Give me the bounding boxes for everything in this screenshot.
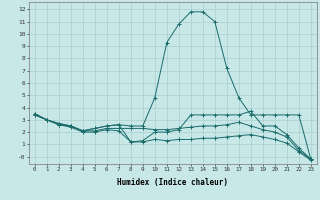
X-axis label: Humidex (Indice chaleur): Humidex (Indice chaleur) bbox=[117, 178, 228, 187]
